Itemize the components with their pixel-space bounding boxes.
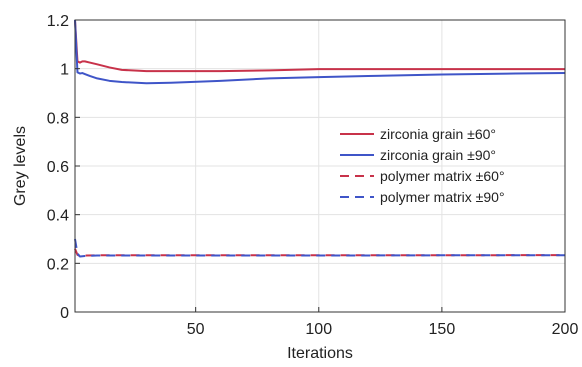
series-lines (74, 19, 566, 258)
x-tick-label: 150 (429, 321, 456, 338)
y-axis-label: Grey levels (12, 126, 29, 206)
y-tick-label: 1.2 (47, 13, 69, 30)
legend-label: zirconia grain ±60° (380, 126, 496, 142)
y-tick-label: 0.8 (47, 110, 69, 127)
y-tick-label: 1 (60, 62, 69, 79)
y-tick-label: 0 (60, 305, 69, 322)
x-tick-label: 100 (305, 321, 332, 338)
series-line-2 (74, 19, 566, 85)
legend-label: polymer matrix ±60° (380, 168, 505, 184)
series-line-4 (74, 238, 565, 258)
x-tick-label: 200 (552, 321, 579, 338)
legend: zirconia grain ±60° zirconia grain ±90° po… (340, 126, 505, 205)
y-tick-label: 0.4 (47, 208, 69, 225)
series-line-1 (74, 19, 565, 73)
axis-ticks: 0 0.2 0.4 0.6 0.8 1 1.2 50 100 150 200 (47, 13, 579, 338)
x-tick-label: 50 (187, 321, 205, 338)
x-axis-label: Iterations (287, 345, 353, 362)
y-tick-label: 0.6 (47, 159, 69, 176)
y-tick-label: 0.2 (47, 256, 69, 273)
legend-label: zirconia grain ±90° (380, 147, 496, 163)
legend-label: polymer matrix ±90° (380, 189, 505, 205)
